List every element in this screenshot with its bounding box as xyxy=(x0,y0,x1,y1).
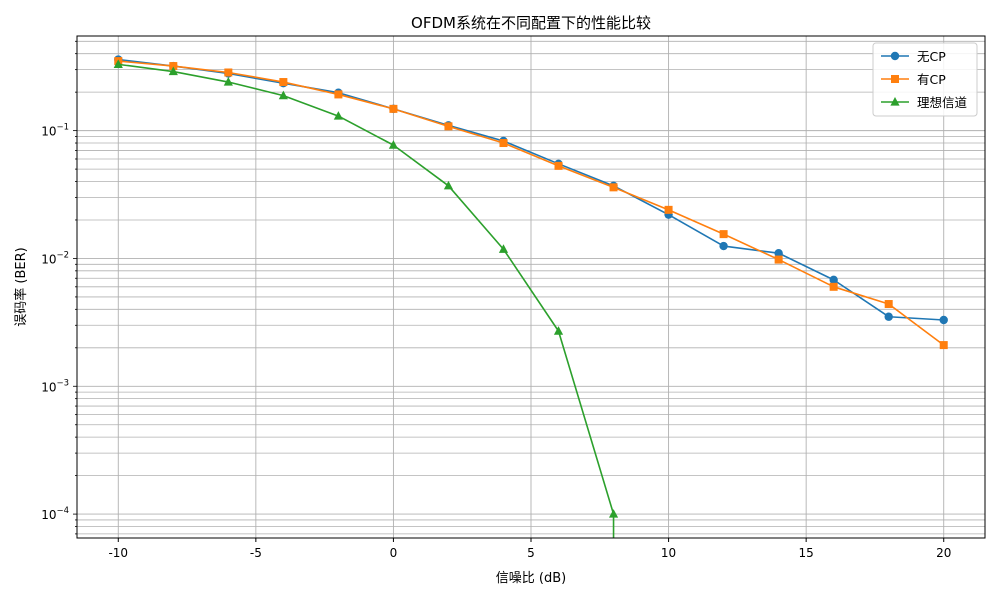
legend-entry: 无CP xyxy=(881,49,946,64)
legend-marker xyxy=(890,51,900,61)
data-point xyxy=(553,326,564,335)
data-point xyxy=(774,248,783,258)
data-point xyxy=(169,62,178,71)
data-point xyxy=(443,180,454,190)
legend-entry: 有CP xyxy=(881,72,946,87)
data-point xyxy=(774,255,783,264)
data-point xyxy=(444,122,453,131)
y-axis-title: 误码率 (BER) xyxy=(13,247,29,326)
y-tick-label: 10−4 xyxy=(41,506,69,522)
data-point xyxy=(939,341,948,350)
data-point xyxy=(279,78,288,87)
data-point xyxy=(168,66,178,76)
x-tick-label: -10 xyxy=(108,546,128,560)
legend-label: 无CP xyxy=(917,49,946,64)
data-point xyxy=(829,282,838,291)
x-tick-label: -5 xyxy=(250,546,262,560)
data-point xyxy=(609,183,618,192)
series-line xyxy=(118,60,945,346)
series-line xyxy=(118,63,615,515)
data-point xyxy=(333,111,343,120)
legend-label: 理想信道 xyxy=(917,95,968,110)
x-tick-label: 0 xyxy=(390,546,398,560)
legend-marker xyxy=(890,97,900,106)
series-2 xyxy=(113,59,619,538)
grid-lines xyxy=(77,36,985,538)
chart-title: OFDM系统在不同配置下的性能比较 xyxy=(411,14,651,32)
y-tick-label: 10−3 xyxy=(41,378,69,394)
y-tick-label: 10−1 xyxy=(41,123,69,139)
data-point xyxy=(884,312,893,321)
data-point xyxy=(498,244,509,253)
data-point xyxy=(554,161,563,170)
y-axis-ticks: 10−1 10−2 10−3 10−4 xyxy=(41,40,77,535)
legend-box xyxy=(872,42,978,117)
data-point xyxy=(664,205,673,214)
legend-entry: 理想信道 xyxy=(881,95,968,110)
series-layer xyxy=(113,55,948,538)
x-axis-ticks: -10 -5 0 5 10 15 20 xyxy=(108,538,951,560)
data-point xyxy=(719,230,728,239)
data-point xyxy=(388,140,399,149)
data-point xyxy=(223,77,233,86)
legend-marker xyxy=(891,75,899,83)
data-point xyxy=(829,275,838,285)
x-axis-title: 信噪比 (dB) xyxy=(496,571,566,586)
series-line xyxy=(118,58,944,321)
x-tick-label: 15 xyxy=(799,546,814,560)
legend: 无CP 有CP 理想信道 xyxy=(872,42,978,117)
data-point xyxy=(278,90,288,100)
data-point xyxy=(113,59,123,68)
data-point xyxy=(939,315,948,325)
data-point xyxy=(608,509,619,518)
x-tick-label: 20 xyxy=(936,546,951,560)
y-tick-label: 10−2 xyxy=(41,250,69,266)
data-point xyxy=(224,68,233,77)
data-point xyxy=(884,300,893,309)
data-point xyxy=(719,241,728,251)
data-point xyxy=(499,139,508,148)
x-tick-label: 10 xyxy=(661,546,676,560)
data-point xyxy=(389,104,398,113)
series-1 xyxy=(114,57,948,350)
data-point xyxy=(334,90,343,99)
x-tick-label: 5 xyxy=(527,546,535,560)
legend-label: 有CP xyxy=(917,72,946,87)
